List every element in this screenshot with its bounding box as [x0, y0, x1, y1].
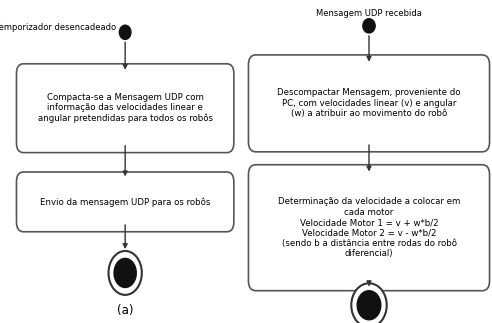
Text: Compacta-se a Mensagem UDP com
informação das velocidades linear e
angular prete: Compacta-se a Mensagem UDP com informaçã…: [38, 93, 213, 123]
Ellipse shape: [109, 251, 142, 295]
FancyBboxPatch shape: [17, 172, 234, 232]
Text: Mensagem UDP recebida: Mensagem UDP recebida: [316, 9, 422, 18]
FancyBboxPatch shape: [248, 165, 490, 291]
Ellipse shape: [120, 25, 131, 39]
Ellipse shape: [114, 258, 136, 287]
Ellipse shape: [357, 291, 381, 320]
Text: Envio da mensagem UDP para os robôs: Envio da mensagem UDP para os robôs: [40, 197, 211, 207]
Text: (a): (a): [117, 304, 133, 317]
Ellipse shape: [351, 283, 387, 323]
Text: Evento do Temporizador desencadeado: Evento do Temporizador desencadeado: [0, 23, 116, 32]
Ellipse shape: [363, 19, 375, 33]
Text: Determinação da velocidade a colocar em
cada motor
Velocidade Motor 1 = v + w*b/: Determinação da velocidade a colocar em …: [278, 197, 460, 258]
Text: Descompactar Mensagem, proveniente do
PC, com velocidades linear (v) e angular
(: Descompactar Mensagem, proveniente do PC…: [277, 89, 461, 118]
FancyBboxPatch shape: [248, 55, 490, 152]
FancyBboxPatch shape: [17, 64, 234, 153]
